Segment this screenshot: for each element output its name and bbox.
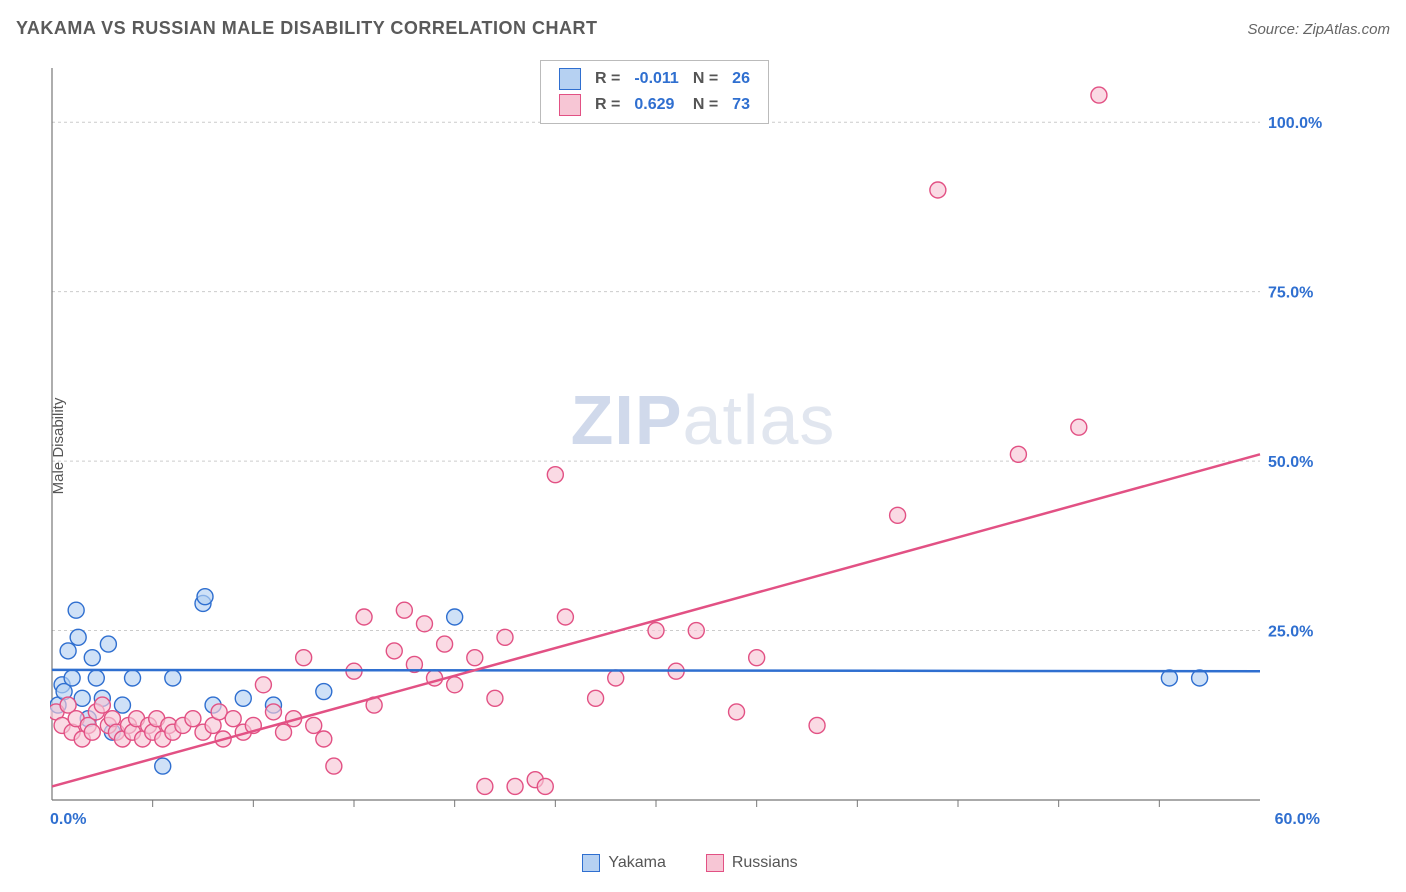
data-point <box>356 609 372 625</box>
legend-swatch <box>559 68 581 90</box>
source-label: Source: ZipAtlas.com <box>1247 21 1390 38</box>
data-point <box>235 690 251 706</box>
data-point <box>197 589 213 605</box>
y-tick-label: 75.0% <box>1268 285 1313 302</box>
data-point <box>1071 419 1087 435</box>
n-value: 73 <box>726 93 756 117</box>
legend-item: Yakama <box>582 854 666 872</box>
data-point <box>537 778 553 794</box>
data-point <box>1091 87 1107 103</box>
r-label: R = <box>589 93 626 117</box>
stats-row: R =0.629N =73 <box>553 93 756 117</box>
data-point <box>316 731 332 747</box>
trend-line <box>52 670 1260 671</box>
data-point <box>386 643 402 659</box>
y-tick-label: 50.0% <box>1268 454 1313 471</box>
data-point <box>185 711 201 727</box>
data-point <box>547 467 563 483</box>
data-point <box>84 724 100 740</box>
data-point <box>1161 670 1177 686</box>
n-value: 26 <box>726 67 756 91</box>
plot-area: 25.0% 50.0% 75.0% 100.0% 0.0% 60.0% <box>50 58 1330 830</box>
y-tick-label: 100.0% <box>1268 115 1322 132</box>
data-point <box>930 182 946 198</box>
data-point <box>265 704 281 720</box>
data-point <box>88 670 104 686</box>
data-point <box>1010 446 1026 462</box>
data-point <box>477 778 493 794</box>
n-label: N = <box>687 67 724 91</box>
data-point <box>125 670 141 686</box>
data-point <box>70 629 86 645</box>
data-point <box>497 629 513 645</box>
data-point <box>84 650 100 666</box>
data-point <box>165 670 181 686</box>
x-max-label: 60.0% <box>1275 811 1320 828</box>
x-min-label: 0.0% <box>50 811 86 828</box>
data-point <box>100 636 116 652</box>
data-point <box>557 609 573 625</box>
legend-swatch <box>706 854 724 872</box>
data-point <box>306 717 322 733</box>
data-point <box>276 724 292 740</box>
data-point <box>809 717 825 733</box>
legend-label: Yakama <box>608 854 666 872</box>
data-point <box>729 704 745 720</box>
data-point <box>608 670 624 686</box>
stats-row: R =-0.011N =26 <box>553 67 756 91</box>
data-point <box>64 670 80 686</box>
data-point <box>648 623 664 639</box>
r-label: R = <box>589 67 626 91</box>
data-point <box>326 758 342 774</box>
data-point <box>114 697 130 713</box>
data-point <box>255 677 271 693</box>
legend-swatch <box>582 854 600 872</box>
legend-swatch <box>559 94 581 116</box>
data-point <box>437 636 453 652</box>
data-point <box>396 602 412 618</box>
data-point <box>416 616 432 632</box>
data-point <box>588 690 604 706</box>
data-point <box>68 602 84 618</box>
data-point <box>225 711 241 727</box>
scatter-plot: 25.0% 50.0% 75.0% 100.0% 0.0% 60.0% <box>50 58 1330 830</box>
data-point <box>749 650 765 666</box>
data-point <box>507 778 523 794</box>
data-point <box>487 690 503 706</box>
data-point <box>296 650 312 666</box>
legend-item: Russians <box>706 854 798 872</box>
n-label: N = <box>687 93 724 117</box>
data-point <box>688 623 704 639</box>
data-point <box>447 677 463 693</box>
chart-title: YAKAMA VS RUSSIAN MALE DISABILITY CORREL… <box>16 18 598 39</box>
trend-line <box>52 454 1260 786</box>
data-point <box>94 697 110 713</box>
r-value: -0.011 <box>628 67 684 91</box>
data-point <box>447 609 463 625</box>
data-point <box>890 507 906 523</box>
data-point <box>60 643 76 659</box>
r-value: 0.629 <box>628 93 684 117</box>
series-legend: Yakama Russians <box>50 854 1330 877</box>
stats-legend: R =-0.011N =26R =0.629N =73 <box>540 60 769 124</box>
data-point <box>155 758 171 774</box>
legend-label: Russians <box>732 854 798 872</box>
y-tick-label: 25.0% <box>1268 624 1313 641</box>
data-point <box>316 684 332 700</box>
data-point <box>467 650 483 666</box>
